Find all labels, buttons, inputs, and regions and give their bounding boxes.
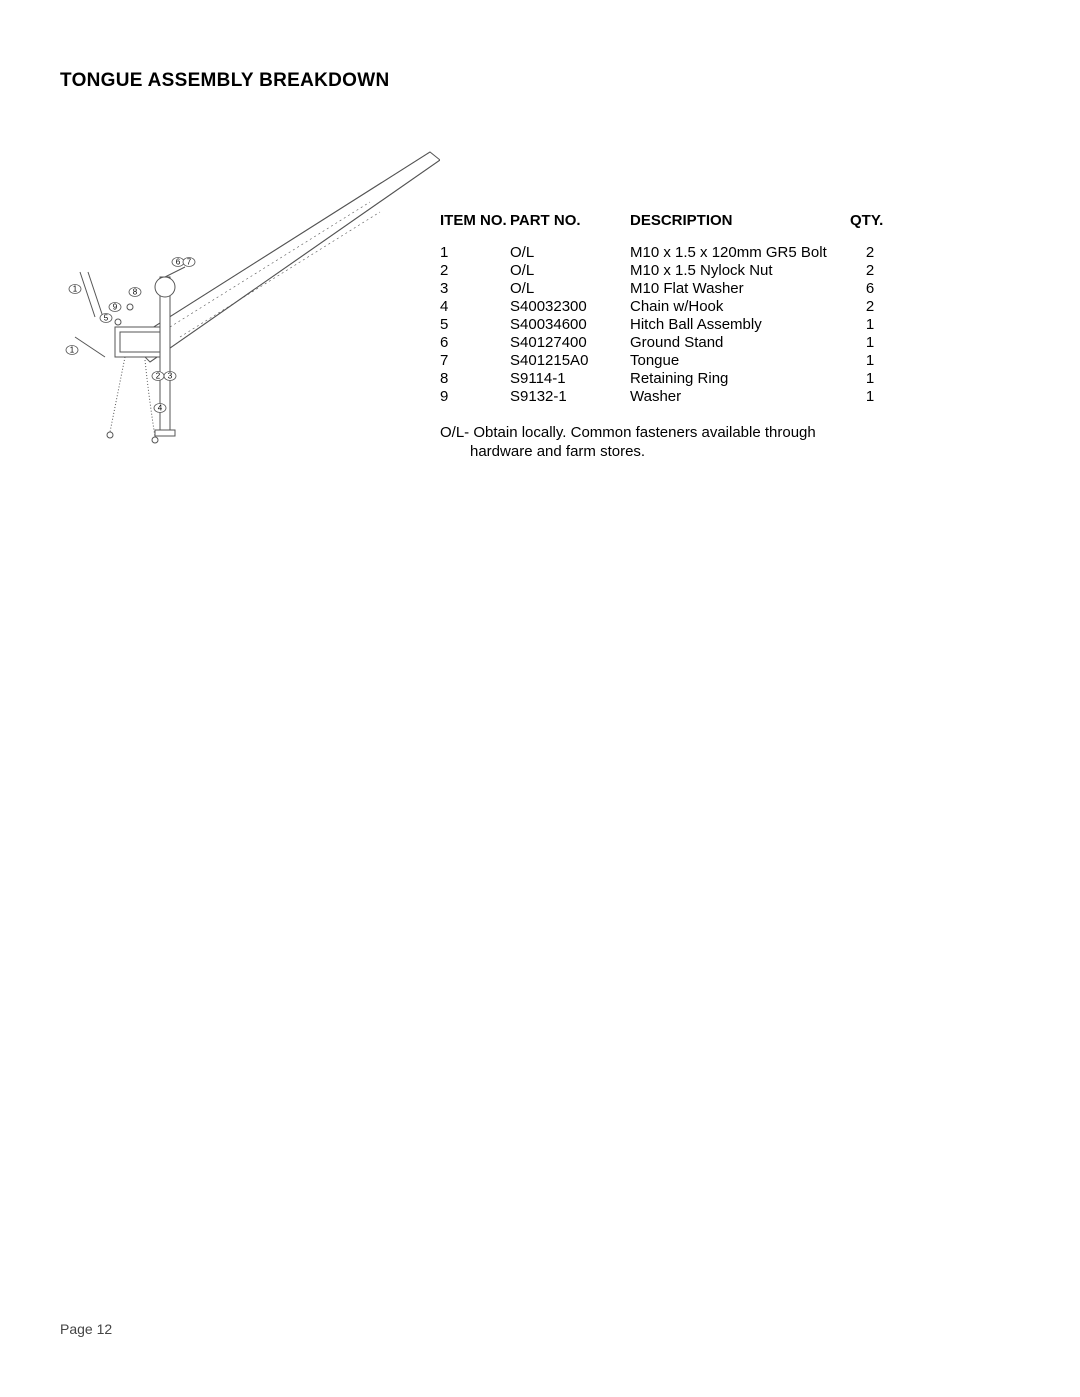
cell-item_no: 6 (440, 334, 510, 352)
svg-text:9: 9 (113, 303, 118, 312)
table-header-row: ITEM NO. PART NO. DESCRIPTION QTY. (440, 212, 890, 244)
cell-description: Tongue (630, 352, 850, 370)
parts-table: ITEM NO. PART NO. DESCRIPTION QTY. 1O/LM… (440, 212, 890, 406)
footnote: O/L- Obtain locally. Common fasteners av… (440, 424, 1020, 462)
cell-qty: 2 (850, 262, 890, 280)
page-title: TONGUE ASSEMBLY BREAKDOWN (60, 70, 1020, 92)
svg-text:6: 6 (176, 258, 181, 267)
cell-qty: 2 (850, 244, 890, 262)
callout-2: 2 (152, 372, 164, 381)
diagram-svg: 1123456789 (60, 132, 440, 472)
svg-text:3: 3 (168, 372, 173, 381)
footnote-line1: O/L- Obtain locally. Common fasteners av… (440, 424, 1020, 443)
svg-text:4: 4 (158, 404, 163, 413)
cell-description: Chain w/Hook (630, 298, 850, 316)
cell-description: M10 x 1.5 x 120mm GR5 Bolt (630, 244, 850, 262)
cell-item_no: 8 (440, 370, 510, 388)
cell-part_no: S401215A0 (510, 352, 630, 370)
cell-description: Retaining Ring (630, 370, 850, 388)
cell-part_no: S9132-1 (510, 388, 630, 406)
callout-1: 1 (66, 346, 78, 355)
cell-description: M10 x 1.5 Nylock Nut (630, 262, 850, 280)
cell-part_no: S40034600 (510, 316, 630, 334)
cell-qty: 6 (850, 280, 890, 298)
svg-text:7: 7 (187, 258, 192, 267)
cell-qty: 1 (850, 388, 890, 406)
callout-8: 8 (129, 288, 141, 297)
cell-item_no: 9 (440, 388, 510, 406)
cell-part_no: O/L (510, 244, 630, 262)
footnote-line2: hardware and farm stores. (440, 443, 1020, 462)
table-row: 6S40127400Ground Stand1 (440, 334, 890, 352)
cell-item_no: 7 (440, 352, 510, 370)
svg-text:5: 5 (104, 314, 109, 323)
cell-item_no: 3 (440, 280, 510, 298)
table-row: 8S9114-1Retaining Ring1 (440, 370, 890, 388)
page-number: Page 12 (60, 1321, 112, 1337)
cell-part_no: S40127400 (510, 334, 630, 352)
cell-item_no: 2 (440, 262, 510, 280)
cell-qty: 1 (850, 352, 890, 370)
cell-part_no: O/L (510, 280, 630, 298)
header-part-no: PART NO. (510, 212, 630, 244)
table-row: 3O/LM10 Flat Washer6 (440, 280, 890, 298)
svg-text:1: 1 (70, 346, 75, 355)
svg-text:8: 8 (133, 288, 138, 297)
cell-description: Ground Stand (630, 334, 850, 352)
callout-1: 1 (69, 285, 81, 294)
table-row: 7S401215A0Tongue1 (440, 352, 890, 370)
cell-description: M10 Flat Washer (630, 280, 850, 298)
callout-3: 3 (164, 372, 176, 381)
svg-text:2: 2 (156, 372, 161, 381)
assembly-diagram: 1123456789 (60, 132, 440, 472)
table-row: 4S40032300Chain w/Hook2 (440, 298, 890, 316)
cell-part_no: O/L (510, 262, 630, 280)
table-row: 2O/LM10 x 1.5 Nylock Nut2 (440, 262, 890, 280)
cell-part_no: S40032300 (510, 298, 630, 316)
cell-qty: 1 (850, 334, 890, 352)
header-item-no: ITEM NO. (440, 212, 510, 244)
cell-item_no: 1 (440, 244, 510, 262)
header-qty: QTY. (850, 212, 890, 244)
cell-qty: 2 (850, 298, 890, 316)
svg-text:1: 1 (73, 285, 78, 294)
cell-item_no: 4 (440, 298, 510, 316)
callout-9: 9 (109, 303, 121, 312)
callout-7: 7 (183, 258, 195, 267)
cell-part_no: S9114-1 (510, 370, 630, 388)
cell-qty: 1 (850, 316, 890, 334)
table-row: 1O/LM10 x 1.5 x 120mm GR5 Bolt2 (440, 244, 890, 262)
callout-5: 5 (100, 314, 112, 323)
table-row: 9S9132-1Washer1 (440, 388, 890, 406)
callout-4: 4 (154, 404, 166, 413)
table-row: 5S40034600Hitch Ball Assembly1 (440, 316, 890, 334)
cell-qty: 1 (850, 370, 890, 388)
cell-description: Hitch Ball Assembly (630, 316, 850, 334)
callout-6: 6 (172, 258, 184, 267)
header-description: DESCRIPTION (630, 212, 850, 244)
cell-item_no: 5 (440, 316, 510, 334)
cell-description: Washer (630, 388, 850, 406)
